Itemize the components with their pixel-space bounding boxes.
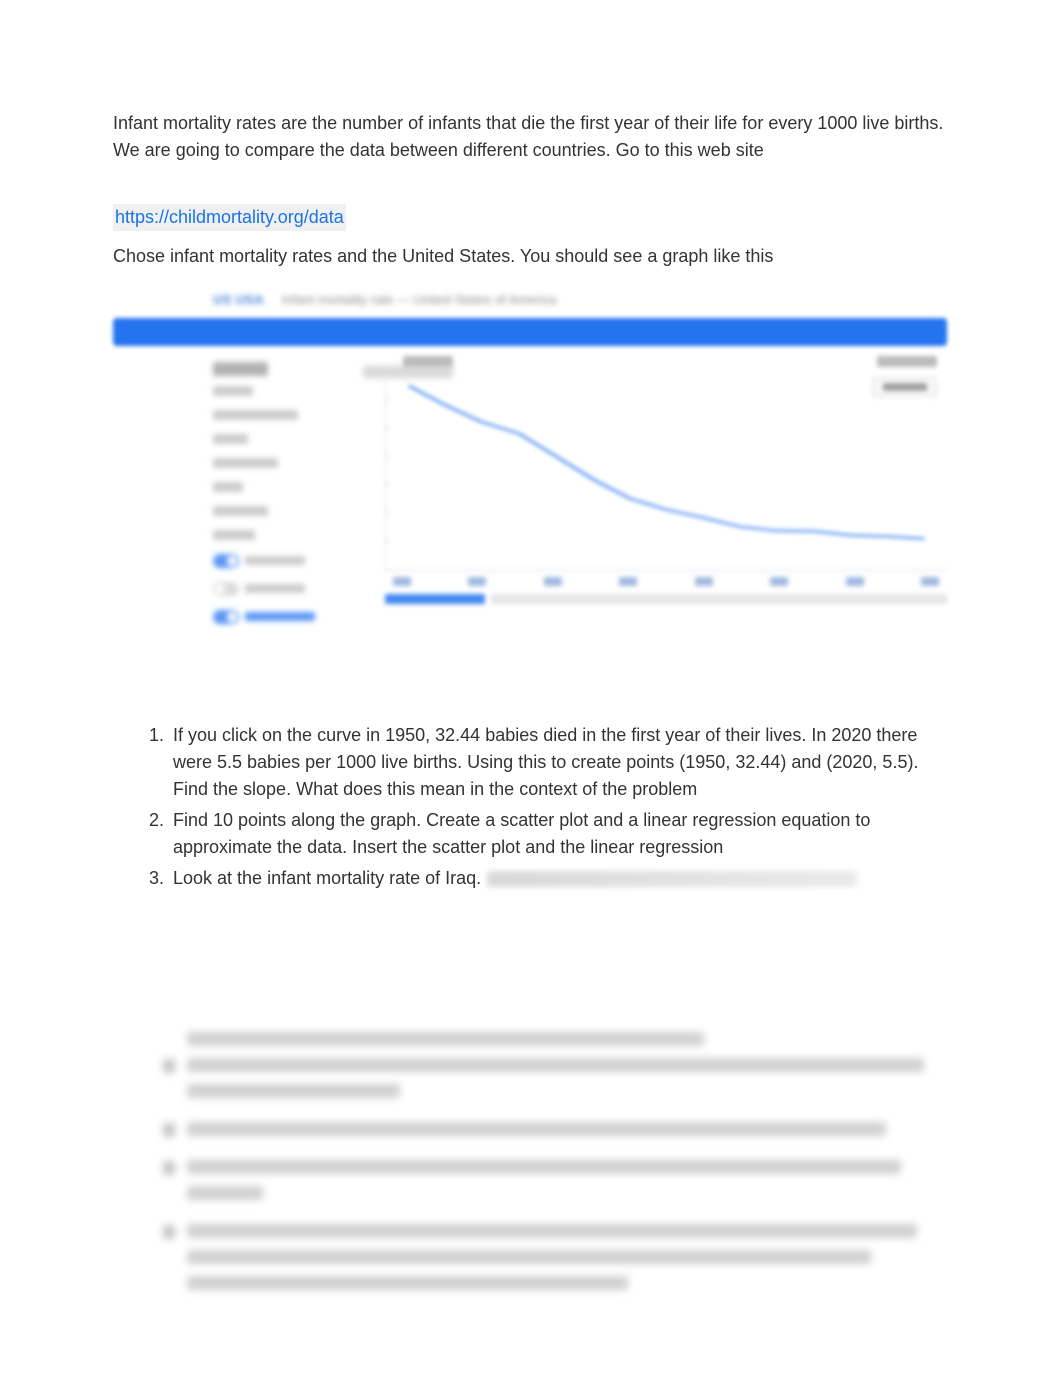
instruction-text: Chose infant mortality rates and the Uni… — [113, 243, 947, 270]
sidebar-toggle-2[interactable] — [213, 582, 343, 596]
sidebar-toggle-3[interactable] — [213, 610, 343, 624]
blurred-text-inline — [487, 871, 857, 887]
chart-screenshot: US USA Infant mortality rate — United St… — [113, 290, 947, 632]
blurred-content — [113, 1032, 947, 1302]
question-2: Find 10 points along the graph. Create a… — [169, 807, 947, 861]
country-code: US USA — [213, 290, 264, 310]
question-1: If you click on the curve in 1950, 32.44… — [169, 722, 947, 803]
data-source-link[interactable]: https://childmortality.org/data — [113, 204, 346, 231]
chart-header-bar — [113, 318, 947, 346]
questions-list: If you click on the curve in 1950, 32.44… — [113, 722, 947, 892]
chart-subtitle: Infant mortality rate — United States of… — [282, 290, 557, 310]
intro-text: Infant mortality rates are the number of… — [113, 110, 947, 164]
x-axis-ticks — [385, 571, 947, 586]
chart-plot — [363, 356, 947, 616]
chart-sidebar — [213, 356, 343, 632]
sidebar-toggle-1[interactable] — [213, 554, 343, 568]
question-3: Look at the infant mortality rate of Ira… — [169, 865, 947, 892]
